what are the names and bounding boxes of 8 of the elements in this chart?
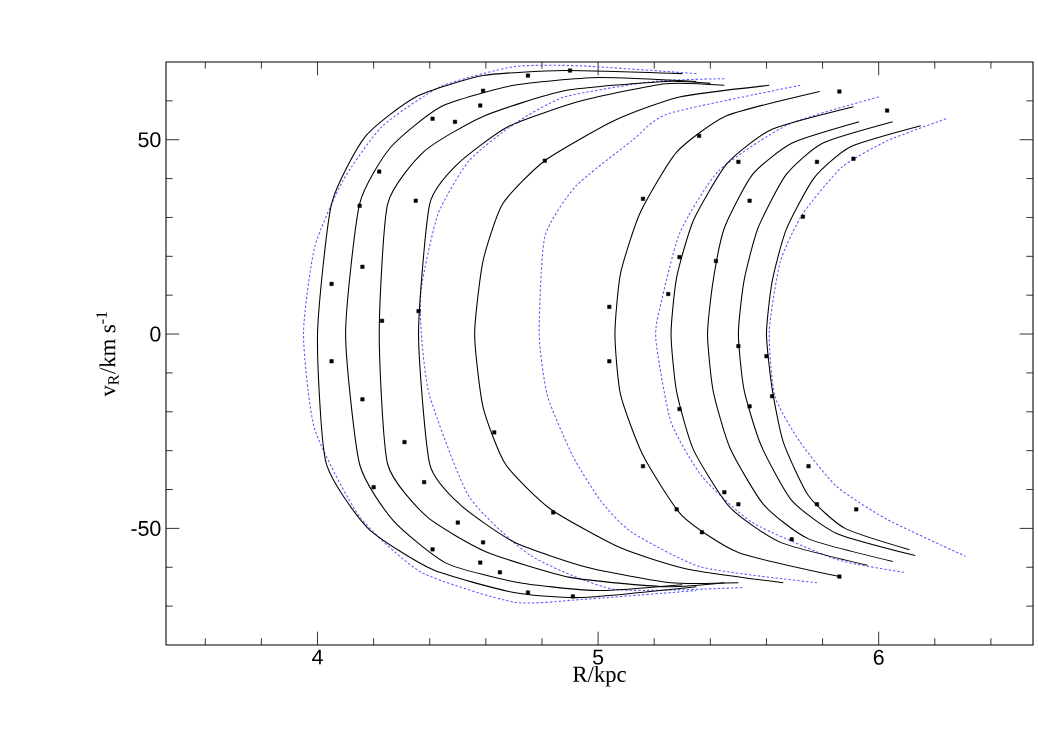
- y-axis-title: v$_{R}$/km s$^{-1}$: [96, 311, 119, 397]
- y-tick-label: 50: [138, 132, 161, 148]
- x-tick-label: 4: [312, 649, 323, 665]
- y-tick-label: 0: [150, 326, 161, 342]
- x-tick-label: 5: [593, 649, 604, 665]
- x-axis-title: R/kpc: [573, 665, 626, 687]
- x-tick-label: 6: [873, 649, 884, 665]
- y-tick-label: -50: [131, 520, 161, 536]
